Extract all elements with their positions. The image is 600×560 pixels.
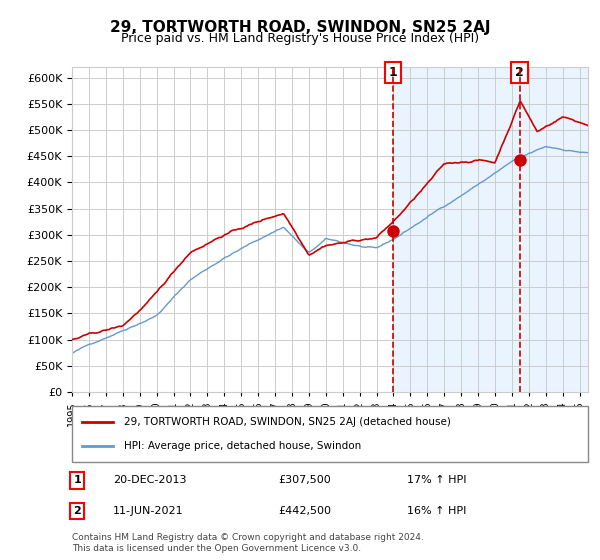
Text: Price paid vs. HM Land Registry's House Price Index (HPI): Price paid vs. HM Land Registry's House … (121, 32, 479, 45)
Text: 20-DEC-2013: 20-DEC-2013 (113, 475, 187, 485)
Text: 29, TORTWORTH ROAD, SWINDON, SN25 2AJ (detached house): 29, TORTWORTH ROAD, SWINDON, SN25 2AJ (d… (124, 417, 451, 427)
Text: Contains HM Land Registry data © Crown copyright and database right 2024.
This d: Contains HM Land Registry data © Crown c… (72, 533, 424, 553)
Text: 17% ↑ HPI: 17% ↑ HPI (407, 475, 467, 485)
Text: 16% ↑ HPI: 16% ↑ HPI (407, 506, 467, 516)
Text: HPI: Average price, detached house, Swindon: HPI: Average price, detached house, Swin… (124, 441, 361, 451)
Text: £307,500: £307,500 (278, 475, 331, 485)
Text: 11-JUN-2021: 11-JUN-2021 (113, 506, 184, 516)
Text: 29, TORTWORTH ROAD, SWINDON, SN25 2AJ: 29, TORTWORTH ROAD, SWINDON, SN25 2AJ (110, 20, 490, 35)
Bar (393, 67, 588, 392)
Text: £442,500: £442,500 (278, 506, 331, 516)
Text: 2: 2 (73, 506, 81, 516)
FancyBboxPatch shape (72, 406, 588, 462)
Text: 1: 1 (73, 475, 81, 485)
Text: 2: 2 (515, 66, 524, 79)
Text: 1: 1 (388, 66, 397, 79)
